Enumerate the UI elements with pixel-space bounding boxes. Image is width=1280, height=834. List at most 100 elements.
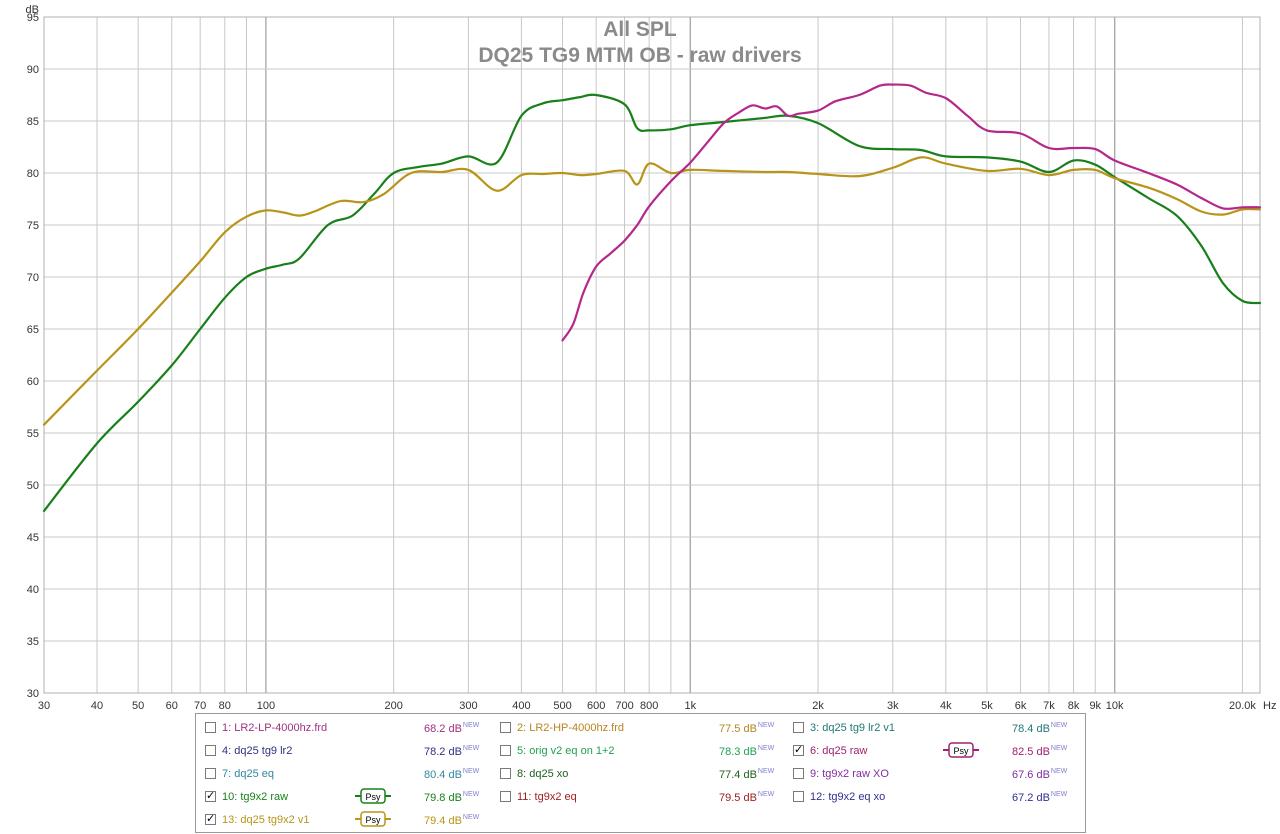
legend-item[interactable]: 5: orig v2 eq on 1+2 78.3 dBNEW (500, 742, 785, 762)
legend-new-badge: NEW (462, 814, 480, 821)
series-line (42, 156, 1262, 426)
x-tick-label: 800 (640, 700, 658, 712)
legend-item-value: 77.4 dBNEW (719, 768, 774, 781)
legend-checkbox[interactable] (793, 791, 804, 802)
legend-item-value: 68.2 dBNEW (424, 722, 479, 735)
legend-item-label: 7: dq25 eq (222, 768, 274, 780)
legend-value-text: 67.2 dB (1012, 792, 1050, 804)
y-tick-label: 50 (27, 480, 39, 492)
y-tick-label: 45 (27, 532, 39, 544)
psy-smoothing-badge[interactable]: Psy (355, 811, 391, 827)
legend-item[interactable]: 3: dq25 tg9 lr2 v1 78.4 dBNEW (793, 719, 1078, 739)
legend-new-badge: NEW (757, 722, 775, 729)
legend-checkbox[interactable] (205, 745, 216, 756)
legend-item-value: 78.2 dBNEW (424, 745, 479, 758)
legend-item-label: 9: tg9x2 raw XO (810, 768, 889, 780)
psy-label: Psy (953, 746, 969, 756)
legend-item[interactable]: 11: tg9x2 eq 79.5 dBNEW (500, 788, 785, 808)
x-tick-label: 500 (553, 700, 571, 712)
legend-item-label: 6: dq25 raw (810, 745, 868, 757)
legend-item-value: 79.5 dBNEW (719, 791, 774, 804)
x-tick-label: 50 (132, 700, 144, 712)
x-tick-label: 7k (1043, 700, 1055, 712)
psy-label: Psy (365, 815, 381, 825)
legend-item[interactable]: 10: tg9x2 raw Psy 79.8 dBNEW (205, 788, 490, 808)
legend-checkbox[interactable] (793, 722, 804, 733)
x-tick-label: 4k (940, 700, 952, 712)
legend-checkbox[interactable] (205, 789, 216, 802)
legend-item-label: 5: orig v2 eq on 1+2 (517, 745, 615, 757)
legend-value-text: 68.2 dB (424, 723, 462, 735)
legend-item-value: 67.2 dBNEW (1012, 791, 1067, 804)
legend-value-text: 77.4 dB (719, 769, 757, 781)
y-tick-label: 60 (27, 376, 39, 388)
chart-title-line-1: All SPL (603, 18, 677, 41)
y-tick-label: 95 (27, 12, 39, 24)
legend-value-text: 78.2 dB (424, 746, 462, 758)
legend-new-badge: NEW (1050, 722, 1068, 729)
x-tick-label: 10k (1106, 700, 1124, 712)
legend-item[interactable]: 6: dq25 raw Psy 82.5 dBNEW (793, 742, 1078, 762)
legend-value-text: 80.4 dB (424, 769, 462, 781)
legend-checkbox[interactable] (500, 745, 511, 756)
legend-item[interactable]: 12: tg9x2 eq xo 67.2 dBNEW (793, 788, 1078, 808)
legend-value-text: 78.4 dB (1012, 723, 1050, 735)
legend-checkbox[interactable] (205, 812, 216, 825)
legend-new-badge: NEW (1050, 745, 1068, 752)
psy-smoothing-badge[interactable]: Psy (943, 742, 979, 758)
legend-item-label: 2: LR2-HP-4000hz.frd (517, 722, 624, 734)
legend-value-text: 79.8 dB (424, 792, 462, 804)
y-tick-label: 40 (27, 584, 39, 596)
legend-item-value: 67.6 dBNEW (1012, 768, 1067, 781)
x-tick-label: 100 (257, 700, 275, 712)
x-tick-label: 600 (587, 700, 605, 712)
legend-checkbox[interactable] (500, 722, 511, 733)
legend-checkbox[interactable] (205, 768, 216, 779)
legend-checkbox[interactable] (793, 743, 804, 756)
plot-frame (43, 16, 1261, 694)
y-tick-label: 30 (27, 688, 39, 700)
x-tick-label: 3k (887, 700, 899, 712)
legend-value-text: 67.6 dB (1012, 769, 1050, 781)
legend-item[interactable]: 8: dq25 xo 77.4 dBNEW (500, 765, 785, 785)
legend-value-text: 78.3 dB (719, 746, 757, 758)
legend-item-label: 12: tg9x2 eq xo (810, 791, 886, 803)
legend-value-text: 79.4 dB (424, 815, 462, 827)
legend-item-value: 80.4 dBNEW (424, 768, 479, 781)
x-tick-label: 5k (981, 700, 993, 712)
x-tick-label: 80 (219, 700, 231, 712)
y-tick-label: 80 (27, 168, 39, 180)
legend-checkbox[interactable] (500, 768, 511, 779)
legend-new-badge: NEW (757, 791, 775, 798)
legend-item[interactable]: 2: LR2-HP-4000hz.frd 77.5 dBNEW (500, 719, 785, 739)
legend-item-value: 78.3 dBNEW (719, 745, 774, 758)
y-tick-label: 85 (27, 116, 39, 128)
legend-panel: 1: LR2-LP-4000hz.frd 68.2 dBNEW 2: LR2-HP-… (195, 713, 1086, 833)
chart-title-line-2: DQ25 TG9 MTM OB - raw drivers (478, 44, 802, 67)
legend-new-badge: NEW (757, 768, 775, 775)
legend-new-badge: NEW (462, 791, 480, 798)
legend-item[interactable]: 7: dq25 eq 80.4 dBNEW (205, 765, 490, 785)
legend-new-badge: NEW (757, 745, 775, 752)
y-tick-label: 65 (27, 324, 39, 336)
legend-checkbox[interactable] (500, 791, 511, 802)
x-tick-label: 9k (1089, 700, 1101, 712)
legend-checkbox[interactable] (205, 722, 216, 733)
legend-item[interactable]: 13: dq25 tg9x2 v1 Psy 79.4 dBNEW (205, 811, 490, 831)
legend-item-label: 8: dq25 xo (517, 768, 569, 780)
legend-item[interactable]: 4: dq25 tg9 lr2 78.2 dBNEW (205, 742, 490, 762)
y-tick-label: 35 (27, 636, 39, 648)
legend-item-label: 4: dq25 tg9 lr2 (222, 745, 293, 757)
legend-item-value: 79.8 dBNEW (424, 791, 479, 804)
x-tick-label: 20.0k (1229, 700, 1256, 712)
legend-checkbox[interactable] (793, 768, 804, 779)
legend-item-label: 10: tg9x2 raw (222, 791, 289, 803)
legend-new-badge: NEW (462, 768, 480, 775)
y-tick-label: 70 (27, 272, 39, 284)
legend-item[interactable]: 1: LR2-LP-4000hz.frd 68.2 dBNEW (205, 719, 490, 739)
legend-item[interactable]: 9: tg9x2 raw XO 67.6 dBNEW (793, 765, 1078, 785)
psy-smoothing-badge[interactable]: Psy (355, 788, 391, 804)
x-tick-label: 300 (459, 700, 477, 712)
y-tick-label: 55 (27, 428, 39, 440)
